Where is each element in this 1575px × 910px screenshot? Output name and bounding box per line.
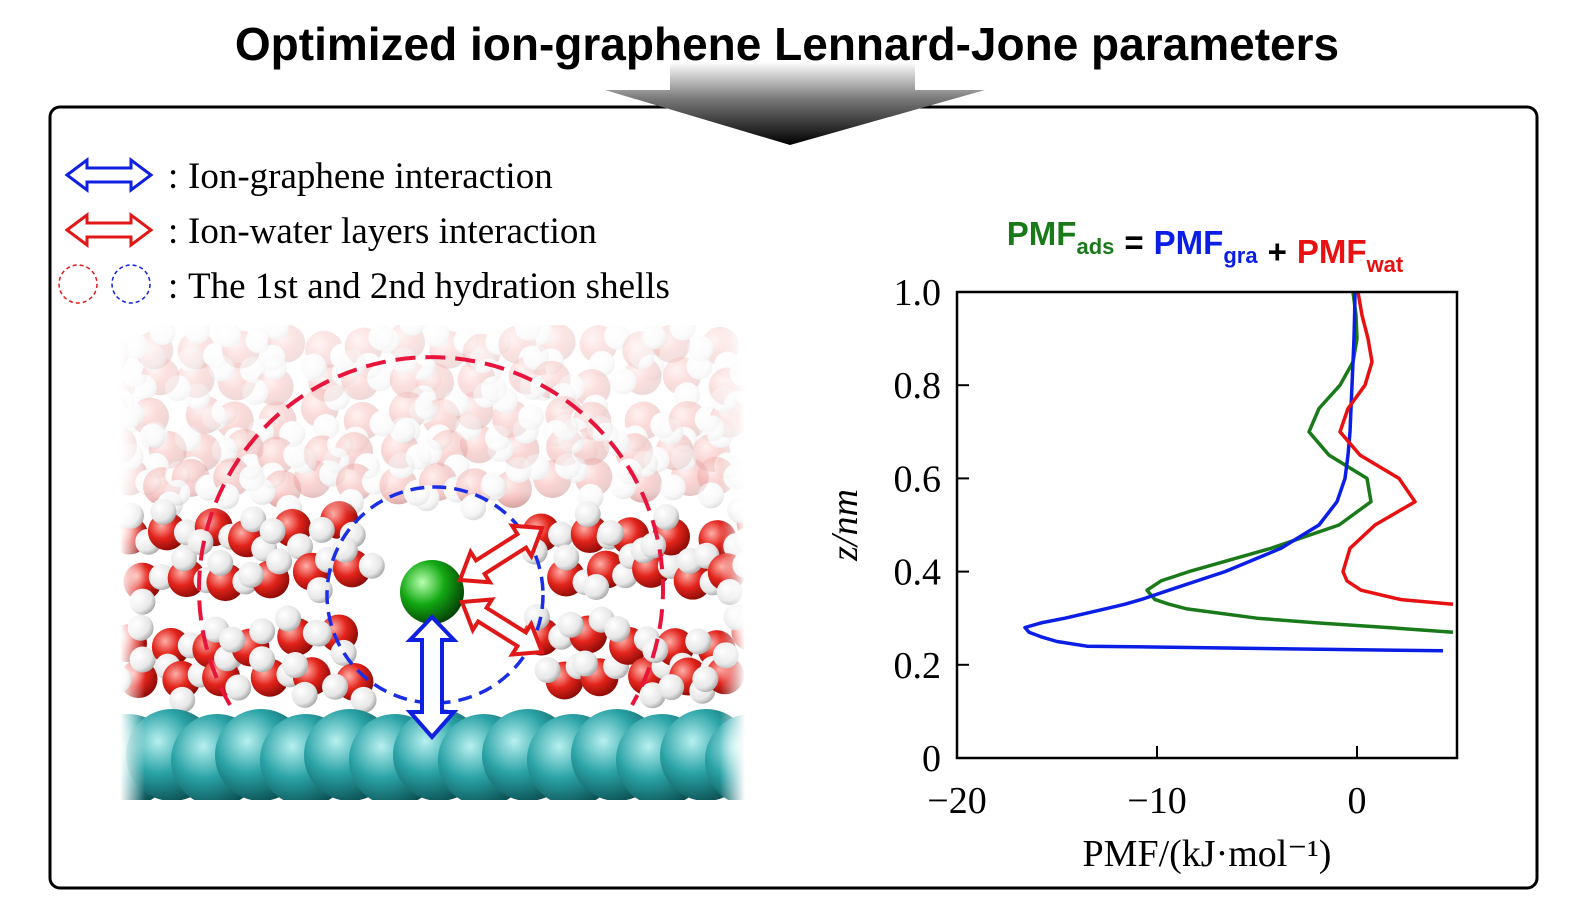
blue-double-arrow	[64, 157, 154, 193]
x-tick-label: −20	[927, 780, 986, 822]
red-double-arrow	[64, 212, 154, 248]
y-axis-label: z/nm	[824, 489, 866, 562]
pmf-line	[1338, 291, 1454, 606]
y-tick-label: 0	[922, 738, 941, 780]
legend: : Ion-graphene interaction : Ion-water l…	[168, 156, 670, 307]
ion-water-arrow	[459, 597, 545, 657]
plot-frame	[955, 290, 1459, 760]
pmf-line	[1023, 291, 1444, 653]
second-shell	[197, 355, 665, 706]
equation: PMFads = PMFgra + PMFwat	[1007, 215, 1404, 277]
red-shell-icon	[58, 264, 98, 304]
equation-operator: +	[1268, 233, 1287, 270]
legend-name: PMF	[1007, 215, 1077, 252]
legend-subscript: ads	[1076, 234, 1114, 259]
legend-subscript: gra	[1223, 243, 1258, 268]
first-shell	[325, 485, 545, 705]
down-arrow	[605, 62, 985, 145]
legend-name: PMF	[1154, 224, 1224, 261]
x-tick-label: −10	[1127, 780, 1186, 822]
equation-operator: =	[1124, 224, 1143, 261]
y-tick-label: 0.4	[894, 552, 942, 594]
legend-separator: :	[168, 266, 178, 307]
legend-text: The 1st and 2nd hydration shells	[188, 266, 670, 307]
x-tick-label: 0	[1348, 780, 1367, 822]
molecular-snapshot	[120, 325, 745, 800]
ion	[400, 560, 464, 624]
y-tick-label: 0.8	[894, 365, 942, 407]
legend-separator: :	[168, 211, 178, 252]
blue-shell-icon	[111, 264, 151, 304]
x-axis-label: PMF/(kJ·mol⁻¹)	[1083, 833, 1332, 875]
y-tick-label: 1.0	[894, 272, 942, 314]
chart: 0 0.2 0.4 0.6 0.8 1.0 −20 −10 0 PMF/(kJ·mol⁻¹) z/n…	[824, 215, 1459, 875]
y-tick-label: 0.6	[894, 458, 942, 500]
legend-text: Ion-water layers interaction	[188, 211, 597, 252]
pmf-line	[1145, 291, 1454, 634]
legend-separator: :	[168, 156, 178, 197]
legend-subscript: wat	[1366, 252, 1404, 277]
ion-water-arrow	[457, 523, 545, 585]
legend-name: PMF	[1297, 233, 1367, 270]
legend-text: Ion-graphene interaction	[188, 156, 553, 197]
legend-symbols	[58, 157, 154, 304]
y-tick-label: 0.2	[894, 645, 942, 687]
title: Optimized ion-graphene Lennard-Jone para…	[235, 18, 1339, 70]
ion-graphene-arrow	[405, 614, 459, 741]
